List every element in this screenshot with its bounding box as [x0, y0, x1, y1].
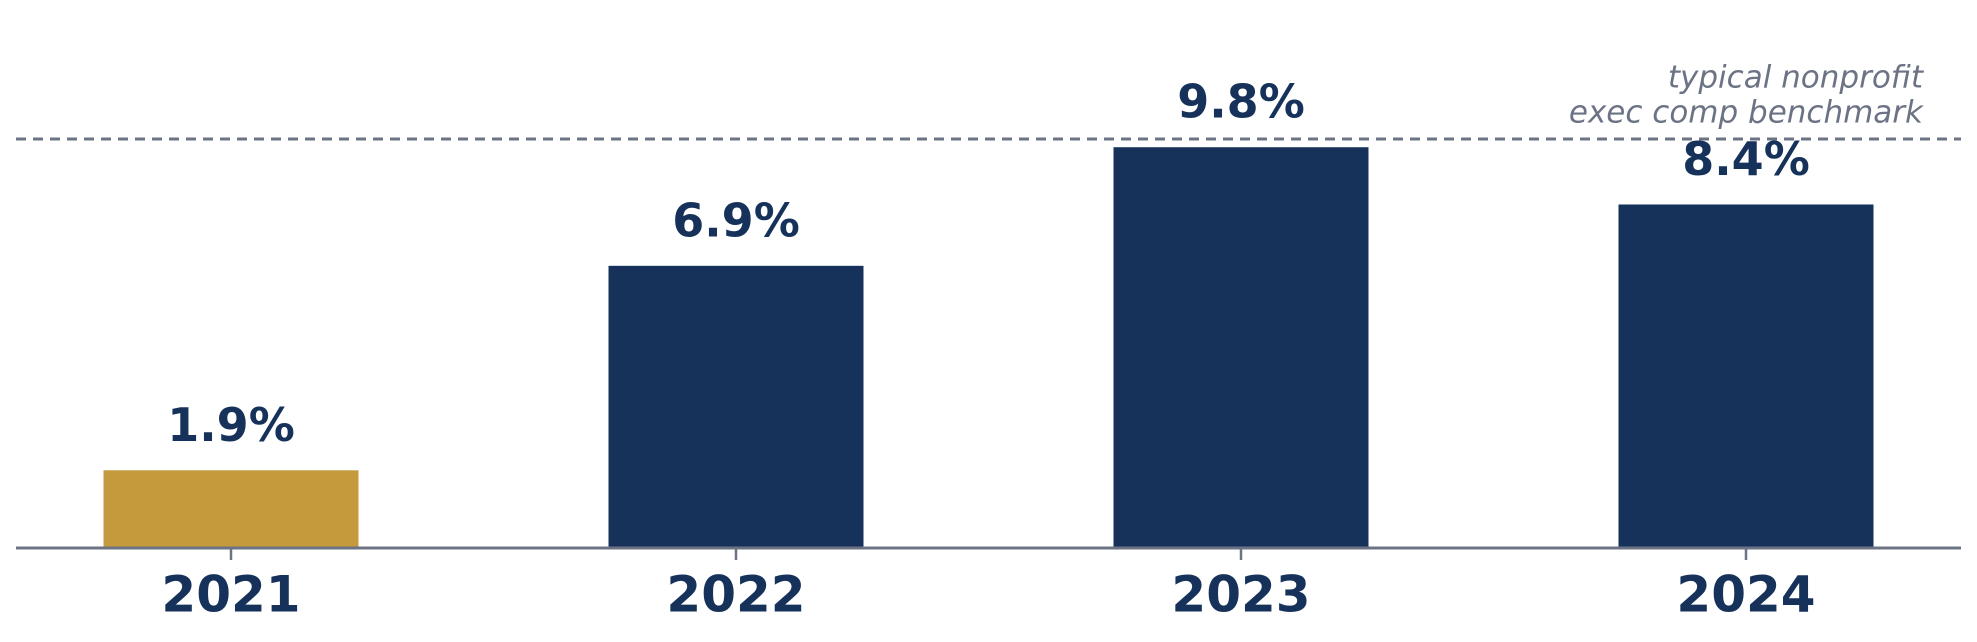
value-label: 8.4% [1682, 132, 1810, 186]
value-label: 6.9% [672, 193, 800, 247]
x-tick-label: 2022 [666, 566, 805, 624]
x-tick-label: 2021 [161, 566, 300, 624]
benchmark-note: typical nonprofit [1668, 60, 1925, 96]
value-label: 9.8% [1177, 75, 1305, 129]
bar [608, 265, 864, 548]
x-tick-label: 2023 [1171, 566, 1310, 624]
bar [1113, 147, 1369, 548]
bar [1618, 204, 1874, 549]
bar [103, 470, 359, 548]
value-label: 1.9% [167, 398, 295, 452]
x-tick-label: 2024 [1676, 566, 1815, 624]
benchmark-note: exec comp benchmark [1569, 95, 1924, 131]
